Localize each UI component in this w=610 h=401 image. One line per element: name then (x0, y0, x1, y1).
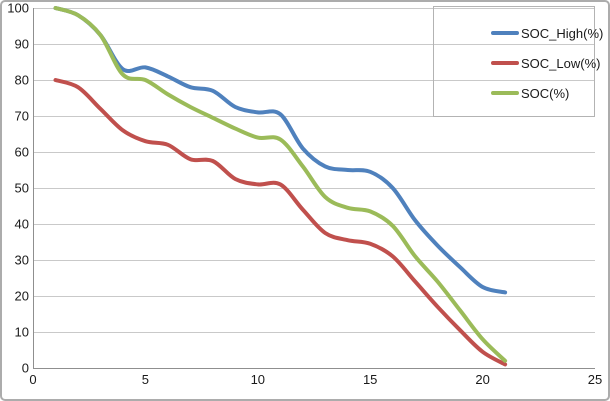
y-tick-label: 40 (15, 217, 29, 232)
y-tick-label: 70 (15, 109, 29, 124)
legend: SOC_High(%) SOC_Low(%) SOC(%) (433, 6, 603, 117)
legend-label-soc: SOC(%) (521, 85, 570, 101)
series-line-2 (53, 6, 508, 363)
legend-item-soc-low: SOC_Low(%) (491, 48, 600, 78)
legend-line-sample-soc-low (491, 61, 519, 65)
y-tick-label: 90 (15, 37, 29, 52)
y-tick-label: 10 (15, 325, 29, 340)
y-tick-label: 0 (22, 361, 29, 376)
legend-label-soc-high: SOC_High(%) (521, 25, 604, 41)
y-tick-label: 50 (15, 181, 29, 196)
y-tick-label: 60 (15, 145, 29, 160)
legend-label-soc-low: SOC_Low(%) (521, 55, 601, 71)
y-tick-label: 100 (7, 1, 29, 16)
legend-line-sample-soc-high (491, 31, 519, 35)
legend-item-soc-high: SOC_High(%) (491, 18, 603, 48)
y-tick-label: 80 (15, 73, 29, 88)
series-line-0 (53, 6, 508, 295)
x-tick-label: 10 (251, 372, 265, 387)
legend-line-sample-soc (491, 91, 519, 95)
y-tick-label: 30 (15, 253, 29, 268)
series-line-1 (53, 78, 508, 367)
legend-item-soc: SOC(%) (491, 78, 594, 108)
x-tick-label: 15 (363, 372, 377, 387)
y-tick-label: 20 (15, 289, 29, 304)
x-tick-label: 0 (29, 372, 36, 387)
x-tick-label: 5 (142, 372, 149, 387)
x-tick-label: 20 (475, 372, 489, 387)
x-tick-label: 25 (588, 372, 602, 387)
